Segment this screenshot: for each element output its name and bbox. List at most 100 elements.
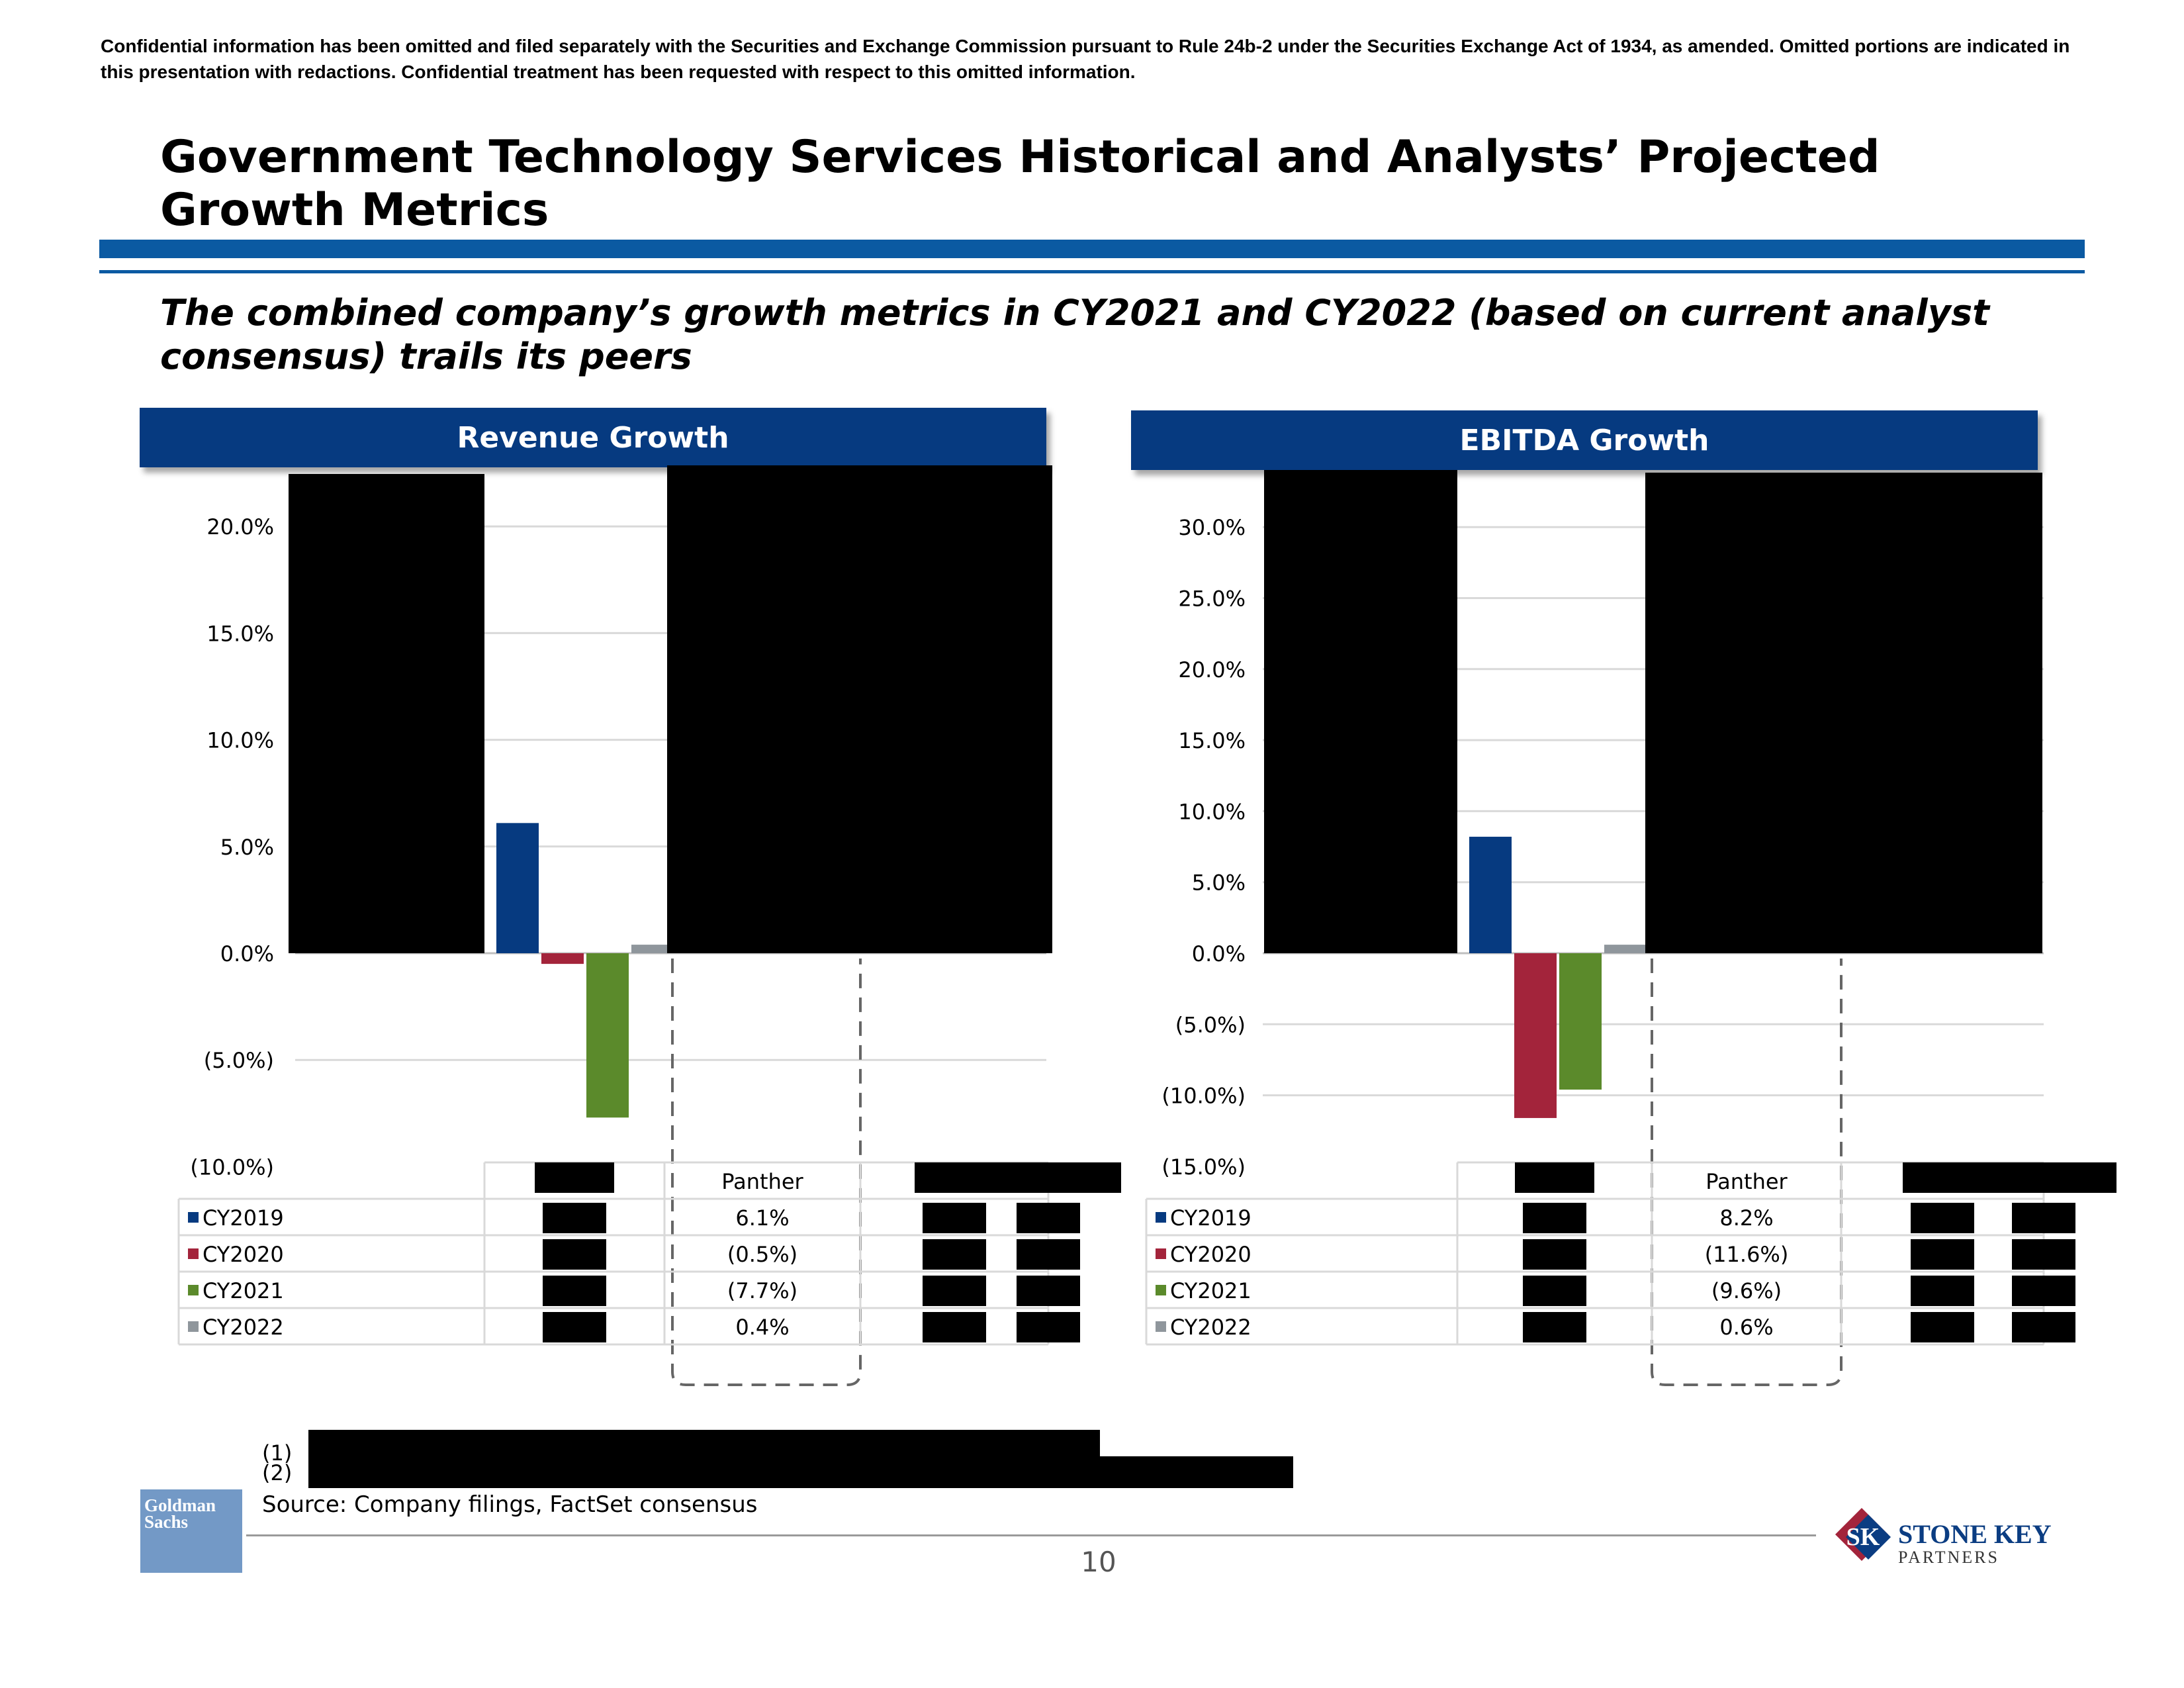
revenue-table-cell-redacted — [923, 1239, 986, 1270]
revenue-table-cell-redacted — [923, 1203, 986, 1233]
ebitda-growth-header: EBITDA Growth — [1131, 410, 2038, 470]
revenue-dashed-highlight — [671, 959, 862, 1386]
stone-key-logo: SK — [1835, 1508, 1891, 1561]
ebitda-table-cell-redacted — [1523, 1276, 1586, 1306]
ebitda-ytick-label: 10.0% — [1178, 799, 1246, 824]
ebitda-table-cell-redacted — [1911, 1239, 1974, 1270]
ebitda-value-label-panther-cy2021: (9.6%) — [1711, 1278, 1782, 1303]
ebitda-ytick-label: 20.0% — [1178, 657, 1246, 682]
ebitda-ytick-label: (10.0%) — [1161, 1084, 1246, 1109]
ebitda-bar-panther-cy2022 — [1604, 945, 1647, 953]
ebitda-ytick-label: 15.0% — [1178, 728, 1246, 753]
revenue-table-cell-redacted — [543, 1203, 606, 1233]
footnote-1-redaction — [308, 1430, 1100, 1456]
ebitda-table-cell-redacted — [1523, 1203, 1586, 1233]
ebitda-table-cell-redacted — [2012, 1239, 2075, 1270]
revenue-value-label-panther-cy2022: 0.4% — [735, 1315, 789, 1340]
ebitda-legend-label-cy2020: CY2020 — [1170, 1242, 1251, 1267]
revenue-table-cell-redacted — [543, 1239, 606, 1270]
ebitda-legend-label-cy2019: CY2019 — [1170, 1205, 1251, 1231]
footnote-1-marker: (1) — [262, 1440, 293, 1466]
ebitda-ytick-label: 30.0% — [1178, 515, 1246, 540]
stone-key-mark-icon: SK — [1835, 1508, 1891, 1561]
ebitda-legend-label-cy2021: CY2021 — [1170, 1278, 1251, 1303]
ebitda-table-cell-redacted — [1523, 1239, 1586, 1270]
revenue-ytick-label: 10.0% — [206, 728, 274, 753]
footer-rule — [246, 1534, 1816, 1536]
ebitda-table-cell-redacted — [1523, 1312, 1586, 1342]
revenue-bar-panther-cy2022 — [631, 945, 674, 953]
revenue-table-header-redacted — [976, 1162, 1121, 1193]
ebitda-table-cell-redacted — [2012, 1312, 2075, 1342]
ebitda-dashed-highlight — [1651, 959, 1843, 1386]
ebitda-table-header-redacted — [1903, 1162, 1982, 1193]
page-number: 10 — [1081, 1546, 1116, 1578]
ebitda-ytick-label: (5.0%) — [1175, 1012, 1246, 1037]
revenue-table-cell-redacted — [1017, 1276, 1080, 1306]
ebitda-table-cell-redacted — [2012, 1276, 2075, 1306]
ebitda-ytick-label: (15.0%) — [1161, 1154, 1246, 1180]
ebitda-table-cell-redacted — [2012, 1203, 2075, 1233]
revenue-bar-panther-cy2020 — [541, 953, 584, 964]
revenue-table-cell-redacted — [1017, 1203, 1080, 1233]
ebitda-table-cell-redacted — [1911, 1203, 1974, 1233]
ebitda-value-label-panther-cy2020: (11.6%) — [1705, 1242, 1789, 1267]
ebitda-legend-label-cy2022: CY2022 — [1170, 1315, 1251, 1340]
revenue-ytick-label: 15.0% — [206, 621, 274, 646]
revenue-legend-key-cy2019 — [188, 1212, 199, 1223]
page-title: Government Technology Services Historica… — [160, 131, 1880, 236]
ebitda-legend-key-cy2022 — [1156, 1321, 1166, 1332]
ebitda-bar-panther-cy2021 — [1559, 953, 1602, 1090]
revenue-table-cell-redacted — [923, 1312, 986, 1342]
ebitda-redacted-bars-2 — [1645, 473, 2042, 953]
stone-key-mark-text: SK — [1846, 1523, 1880, 1551]
ebitda-ytick-label: 0.0% — [1192, 941, 1246, 966]
revenue-legend-label-cy2022: CY2022 — [203, 1315, 284, 1340]
revenue-table-cell-redacted — [1017, 1312, 1080, 1342]
revenue-ytick-label: (5.0%) — [204, 1048, 274, 1073]
revenue-table-header-redacted — [535, 1162, 614, 1193]
revenue-legend-label-cy2019: CY2019 — [203, 1205, 284, 1231]
ebitda-table-header-panther: Panther — [1706, 1169, 1788, 1194]
ebitda-legend-key-cy2021 — [1156, 1285, 1166, 1295]
revenue-value-label-panther-cy2019: 6.1% — [735, 1205, 789, 1231]
ebitda-table-cell-redacted — [1911, 1312, 1974, 1342]
revenue-table-cell-redacted — [1017, 1239, 1080, 1270]
footnotes: (1) (2) — [262, 1440, 293, 1485]
revenue-legend-key-cy2022 — [188, 1321, 199, 1332]
revenue-table-cell-redacted — [543, 1312, 606, 1342]
revenue-legend-label-cy2021: CY2021 — [203, 1278, 284, 1303]
ebitda-ytick-label: 5.0% — [1192, 870, 1246, 896]
goldman-sachs-logo: Goldman Sachs — [140, 1489, 242, 1573]
ebitda-legend-key-cy2019 — [1156, 1212, 1166, 1223]
ebitda-value-label-panther-cy2019: 8.2% — [1719, 1205, 1773, 1231]
page-subtitle: The combined company’s growth metrics in… — [160, 292, 1989, 377]
stone-key-partners-text: PARTNERS — [1898, 1548, 1999, 1567]
title-rule-thin — [99, 270, 2085, 273]
title-rule-thick — [99, 240, 2085, 258]
ebitda-table-header-redacted — [1515, 1162, 1594, 1193]
revenue-ytick-label: 20.0% — [206, 514, 274, 539]
revenue-bar-panther-cy2021 — [586, 953, 629, 1118]
revenue-legend-label-cy2020: CY2020 — [203, 1242, 284, 1267]
confidential-disclaimer: Confidential information has been omitte… — [101, 36, 2070, 82]
revenue-legend-key-cy2020 — [188, 1248, 199, 1259]
footnote-2-marker: (2) — [262, 1460, 293, 1485]
revenue-table-cell-redacted — [543, 1276, 606, 1306]
ebitda-bar-panther-cy2019 — [1469, 837, 1512, 953]
revenue-value-label-panther-cy2020: (0.5%) — [727, 1242, 797, 1267]
revenue-table-header-panther: Panther — [721, 1169, 803, 1194]
revenue-bar-panther-cy2019 — [496, 823, 539, 953]
ebitda-table-cell-redacted — [1911, 1276, 1974, 1306]
revenue-redacted-bars-2 — [667, 465, 1052, 953]
ebitda-table-header-redacted — [1971, 1162, 2116, 1193]
revenue-table-cell-redacted — [923, 1276, 986, 1306]
ebitda-value-label-panther-cy2022: 0.6% — [1719, 1315, 1773, 1340]
revenue-ytick-label: 5.0% — [220, 835, 274, 860]
revenue-growth-header: Revenue Growth — [140, 408, 1046, 467]
revenue-ytick-label: (10.0%) — [190, 1154, 274, 1180]
revenue-legend-key-cy2021 — [188, 1285, 199, 1295]
ebitda-legend-key-cy2020 — [1156, 1248, 1166, 1259]
ebitda-ytick-label: 25.0% — [1178, 586, 1246, 612]
